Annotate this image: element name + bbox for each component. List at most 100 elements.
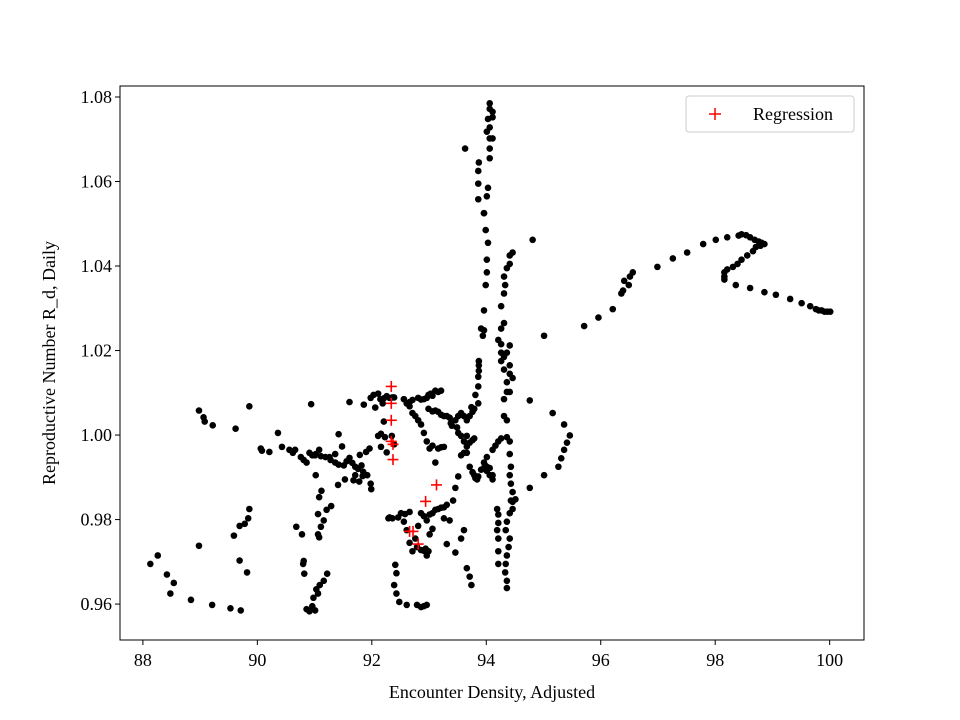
data-point [437, 387, 445, 394]
data-point [334, 481, 342, 489]
data-point [484, 239, 492, 247]
data-point [355, 478, 363, 485]
data-point [327, 502, 335, 510]
data-point [457, 432, 465, 440]
data-point [241, 520, 249, 528]
data-point [482, 226, 490, 234]
data-point [629, 269, 637, 276]
data-point [323, 506, 330, 514]
data-point [620, 277, 628, 285]
data-point [446, 517, 453, 524]
regression-point [412, 538, 424, 550]
data-point [380, 418, 388, 425]
data-point [303, 459, 310, 466]
data-point [746, 284, 754, 292]
data-point [385, 514, 392, 522]
data-point [506, 438, 514, 445]
data-point [494, 336, 502, 344]
data-point [480, 459, 488, 466]
data-point [326, 453, 333, 461]
data-point [454, 473, 462, 480]
data-point [549, 409, 556, 417]
data-point [826, 308, 834, 315]
data-point [377, 443, 385, 451]
data-point [540, 471, 548, 479]
plot-frame [119, 85, 865, 641]
data-point [452, 484, 459, 492]
data-point [195, 542, 203, 550]
data-point [374, 432, 382, 440]
data-point [507, 480, 515, 487]
legend-regression-label: Regression [753, 104, 833, 124]
data-point [266, 448, 273, 456]
data-point [393, 590, 400, 597]
data-point [489, 135, 496, 142]
legend: Regression [685, 95, 855, 133]
x-tick-label: 94 [477, 650, 495, 670]
data-point [379, 400, 386, 407]
data-point [484, 184, 492, 192]
data-point [318, 487, 325, 495]
data-point [474, 167, 482, 175]
data-point [232, 425, 239, 433]
data-point [463, 564, 471, 572]
data-point [475, 159, 483, 166]
data-point [420, 429, 428, 437]
data-point [749, 247, 757, 255]
data-point [154, 552, 162, 559]
data-point [393, 569, 400, 577]
x-tick-label: 96 [592, 650, 610, 670]
data-point [338, 443, 346, 450]
data-point [497, 435, 505, 442]
y-tick-label: 0.98 [81, 510, 113, 530]
data-point [503, 518, 511, 525]
data-point [292, 523, 300, 531]
data-point [712, 236, 720, 244]
data-point [486, 154, 494, 162]
data-point [163, 571, 171, 578]
data-point [480, 209, 488, 217]
data-point [512, 495, 519, 503]
data-point [470, 405, 478, 413]
data-point [403, 601, 411, 609]
data-point [502, 560, 510, 568]
data-point [500, 395, 508, 403]
data-marks [147, 100, 834, 615]
regression-point [385, 414, 397, 426]
data-point [300, 570, 308, 577]
data-point [699, 240, 707, 248]
data-point [497, 302, 505, 310]
data-point [486, 100, 494, 107]
data-point [509, 374, 516, 382]
data-point [500, 319, 508, 327]
data-point [440, 443, 448, 451]
data-point [482, 281, 490, 289]
data-point [494, 547, 502, 555]
data-point [167, 590, 174, 597]
data-point [453, 424, 461, 431]
data-point [391, 561, 399, 569]
data-point [529, 236, 536, 244]
data-point [500, 290, 508, 297]
regression-point [420, 495, 432, 507]
data-point [501, 569, 509, 576]
data-point [298, 531, 306, 538]
data-point [506, 509, 514, 517]
data-point [683, 249, 691, 256]
y-tick-label: 1.00 [81, 425, 113, 445]
data-point [358, 462, 365, 469]
data-point [403, 400, 411, 407]
data-point [170, 579, 178, 587]
data-point [246, 505, 253, 513]
data-point [474, 383, 482, 390]
data-point [423, 601, 431, 609]
legend-box [685, 95, 855, 133]
data-point [729, 263, 737, 271]
data-point [786, 295, 794, 303]
data-point [503, 378, 511, 386]
data-point [446, 414, 453, 422]
data-point [316, 581, 324, 589]
data-point [363, 471, 371, 479]
data-point [560, 446, 568, 454]
data-point [494, 560, 502, 568]
